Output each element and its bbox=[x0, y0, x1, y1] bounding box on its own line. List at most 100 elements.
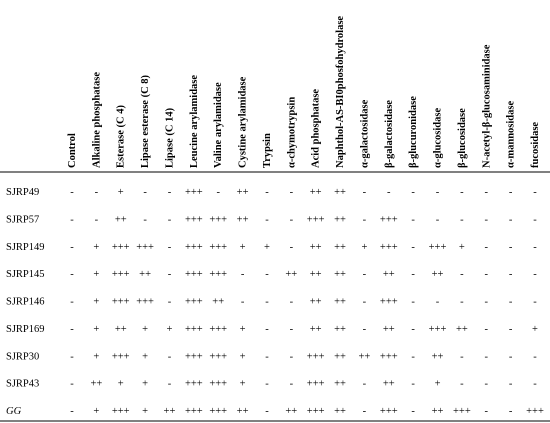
row-label: SJRP57 bbox=[6, 214, 39, 225]
cell: +++ bbox=[453, 406, 471, 417]
column-header: Valine arylamidase bbox=[213, 82, 224, 168]
cell: - bbox=[168, 242, 172, 253]
cell: - bbox=[70, 297, 74, 308]
cell: - bbox=[411, 297, 415, 308]
cell: + bbox=[459, 242, 465, 253]
cell: +++ bbox=[112, 297, 130, 308]
cell: - bbox=[168, 351, 172, 362]
cell: + bbox=[93, 406, 99, 417]
cell: ++ bbox=[310, 242, 322, 253]
cell: + bbox=[264, 242, 270, 253]
cell: ++ bbox=[334, 214, 346, 225]
column-header: Naphthol-AS-BI0phosfohydrolase bbox=[335, 16, 346, 168]
cell: - bbox=[70, 242, 74, 253]
cell: + bbox=[435, 379, 441, 390]
column-header: Lipase (C 14) bbox=[164, 107, 175, 168]
cell: - bbox=[143, 187, 147, 198]
cell: - bbox=[168, 297, 172, 308]
cell: - bbox=[411, 351, 415, 362]
column-header: α-chymotrypsin bbox=[286, 97, 297, 168]
cell: + bbox=[118, 187, 124, 198]
cell: - bbox=[95, 214, 99, 225]
row-label: SJRP149 bbox=[6, 242, 45, 253]
cell: +++ bbox=[307, 406, 325, 417]
column-header: Acid phosphatase bbox=[311, 89, 322, 168]
row-label: SJRP169 bbox=[6, 324, 45, 335]
cell: - bbox=[411, 406, 415, 417]
cell: +++ bbox=[185, 242, 203, 253]
cell: +++ bbox=[136, 297, 154, 308]
cell: - bbox=[290, 324, 294, 335]
cell: + bbox=[240, 242, 246, 253]
cell: - bbox=[265, 297, 269, 308]
cell: ++ bbox=[334, 187, 346, 198]
cell: - bbox=[70, 406, 74, 417]
cell: ++ bbox=[310, 187, 322, 198]
cell: - bbox=[290, 214, 294, 225]
cell: - bbox=[265, 351, 269, 362]
cell: - bbox=[290, 379, 294, 390]
cell: - bbox=[460, 379, 464, 390]
cell: ++ bbox=[237, 406, 249, 417]
cell: ++ bbox=[334, 242, 346, 253]
cell: + bbox=[142, 406, 148, 417]
cell: +++ bbox=[185, 324, 203, 335]
cell: +++ bbox=[307, 379, 325, 390]
cell: - bbox=[485, 351, 489, 362]
cell: +++ bbox=[209, 379, 227, 390]
cell: +++ bbox=[185, 269, 203, 280]
cell: +++ bbox=[112, 406, 130, 417]
cell: - bbox=[485, 406, 489, 417]
cell: ++ bbox=[285, 269, 297, 280]
cell: - bbox=[95, 187, 99, 198]
cell: - bbox=[485, 297, 489, 308]
cell: - bbox=[70, 269, 74, 280]
cell: +++ bbox=[380, 242, 398, 253]
cell: - bbox=[168, 269, 172, 280]
cell: +++ bbox=[209, 406, 227, 417]
cell: - bbox=[290, 297, 294, 308]
cell: + bbox=[118, 379, 124, 390]
cell: ++ bbox=[310, 297, 322, 308]
cell: - bbox=[485, 324, 489, 335]
column-header: Alkaline phosphatase bbox=[91, 72, 102, 168]
cell: +++ bbox=[136, 242, 154, 253]
cell: - bbox=[460, 214, 464, 225]
cell: - bbox=[363, 214, 367, 225]
cell: ++ bbox=[456, 324, 468, 335]
cell: - bbox=[290, 187, 294, 198]
cell: - bbox=[485, 242, 489, 253]
cell: - bbox=[411, 187, 415, 198]
cell: - bbox=[265, 324, 269, 335]
cell: - bbox=[411, 324, 415, 335]
cell: + bbox=[240, 351, 246, 362]
cell: +++ bbox=[185, 214, 203, 225]
column-header: β-glucosidase bbox=[457, 108, 468, 168]
column-header: Trypsin bbox=[262, 133, 273, 168]
cell: - bbox=[290, 351, 294, 362]
cell: - bbox=[509, 351, 513, 362]
cell: ++ bbox=[139, 269, 151, 280]
cell: - bbox=[168, 379, 172, 390]
cell: - bbox=[485, 379, 489, 390]
cell: - bbox=[290, 242, 294, 253]
row-label: SJRP146 bbox=[6, 297, 45, 308]
cell: - bbox=[485, 187, 489, 198]
cell: + bbox=[93, 269, 99, 280]
column-header: Cystine arylamidase bbox=[238, 76, 249, 168]
cell: ++ bbox=[383, 379, 395, 390]
column-header: α-galactosidase bbox=[359, 99, 370, 168]
cell: - bbox=[70, 379, 74, 390]
cell: +++ bbox=[380, 297, 398, 308]
cell: ++ bbox=[358, 351, 370, 362]
cell: - bbox=[436, 297, 440, 308]
cell: +++ bbox=[112, 242, 130, 253]
row-label: SJRP30 bbox=[6, 351, 39, 362]
cell: ++ bbox=[310, 269, 322, 280]
cell: - bbox=[460, 351, 464, 362]
column-header: β-galactosidase bbox=[384, 100, 395, 168]
cell: ++ bbox=[334, 379, 346, 390]
cell: +++ bbox=[307, 351, 325, 362]
cell: - bbox=[509, 379, 513, 390]
